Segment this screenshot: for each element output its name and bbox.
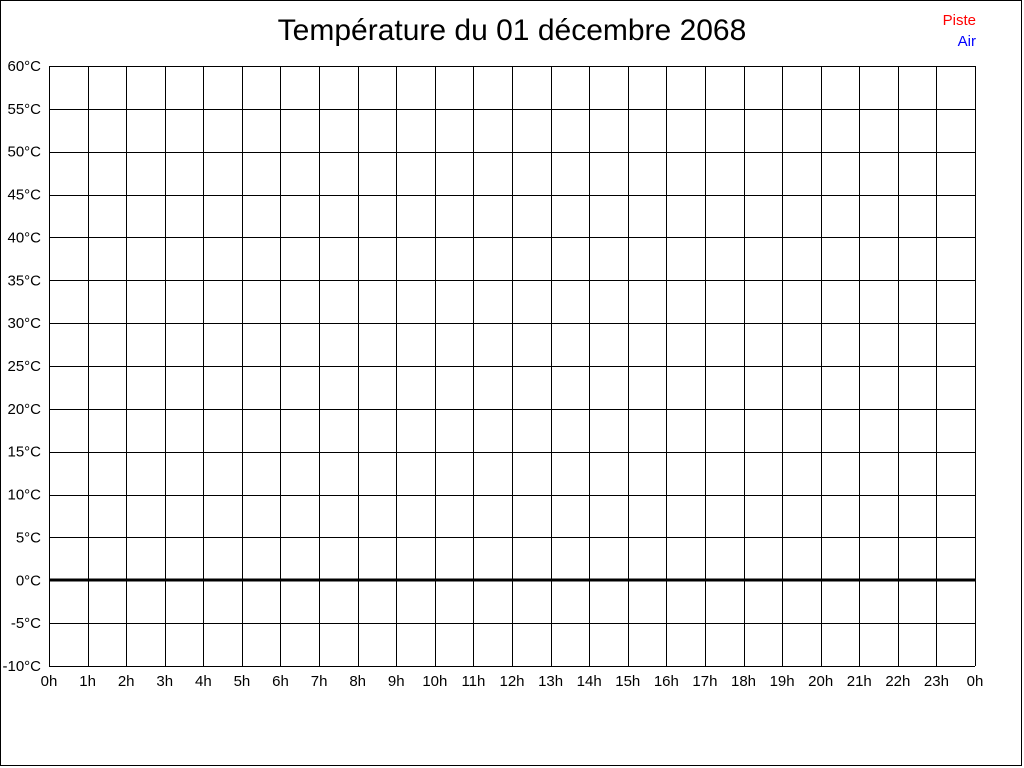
svg-text:15°C: 15°C xyxy=(7,444,41,461)
svg-text:3h: 3h xyxy=(156,673,173,690)
svg-text:0°C: 0°C xyxy=(16,572,41,589)
svg-text:5°C: 5°C xyxy=(16,529,41,546)
svg-text:16h: 16h xyxy=(654,673,679,690)
svg-text:7h: 7h xyxy=(311,673,328,690)
svg-text:4h: 4h xyxy=(195,673,212,690)
svg-text:11h: 11h xyxy=(461,673,485,690)
svg-text:22h: 22h xyxy=(885,673,910,690)
svg-text:13h: 13h xyxy=(538,673,563,690)
svg-text:40°C: 40°C xyxy=(7,229,41,246)
svg-text:-5°C: -5°C xyxy=(11,615,41,632)
svg-text:45°C: 45°C xyxy=(7,187,41,204)
svg-text:5h: 5h xyxy=(234,673,251,690)
svg-text:18h: 18h xyxy=(731,673,756,690)
svg-text:10h: 10h xyxy=(422,673,447,690)
svg-text:1h: 1h xyxy=(79,673,96,690)
svg-text:12h: 12h xyxy=(499,673,524,690)
svg-text:25°C: 25°C xyxy=(7,358,41,375)
svg-text:6h: 6h xyxy=(272,673,289,690)
svg-text:10°C: 10°C xyxy=(7,487,41,504)
svg-text:55°C: 55°C xyxy=(7,101,41,118)
svg-text:20h: 20h xyxy=(808,673,833,690)
svg-text:14h: 14h xyxy=(577,673,602,690)
svg-text:50°C: 50°C xyxy=(7,144,41,161)
svg-text:2h: 2h xyxy=(118,673,135,690)
svg-text:17h: 17h xyxy=(692,673,717,690)
svg-text:-10°C: -10°C xyxy=(2,658,41,675)
svg-text:21h: 21h xyxy=(847,673,872,690)
svg-text:15h: 15h xyxy=(615,673,640,690)
svg-text:9h: 9h xyxy=(388,673,405,690)
svg-text:23h: 23h xyxy=(924,673,949,690)
svg-text:60°C: 60°C xyxy=(7,58,41,75)
svg-text:30°C: 30°C xyxy=(7,315,41,332)
svg-text:0h: 0h xyxy=(41,673,58,690)
svg-text:20°C: 20°C xyxy=(7,401,41,418)
svg-text:0h: 0h xyxy=(967,673,984,690)
svg-text:35°C: 35°C xyxy=(7,272,41,289)
svg-text:19h: 19h xyxy=(770,673,795,690)
svg-text:8h: 8h xyxy=(349,673,366,690)
